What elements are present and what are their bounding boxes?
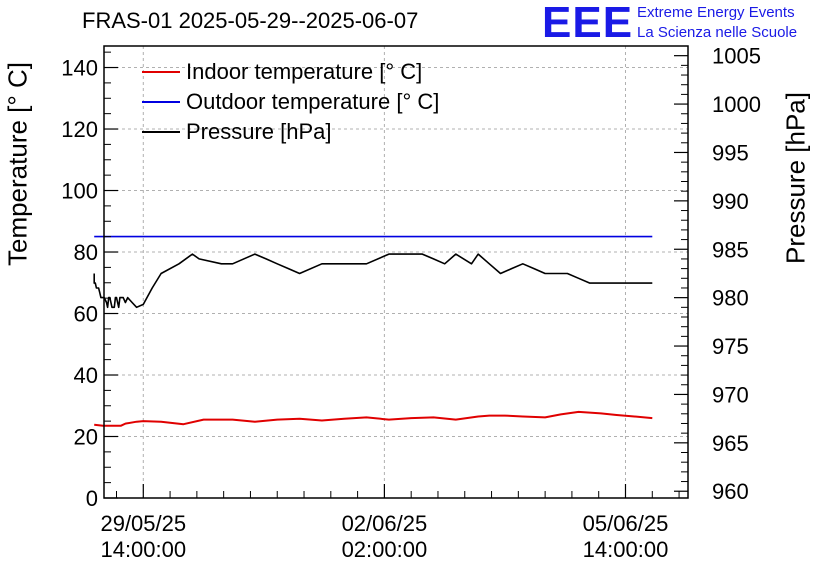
- y-tick-label-right: 995: [712, 140, 749, 165]
- y-tick-label-left: 80: [74, 240, 98, 265]
- legend-swatch-outdoor: [142, 101, 180, 103]
- y-tick-label-right: 960: [712, 479, 749, 504]
- y-tick-label-right: 965: [712, 431, 749, 456]
- chart-title: FRAS-01 2025-05-29--2025-06-07: [82, 8, 419, 33]
- y-axis-label-left-text: Temperature [° C]: [2, 61, 33, 267]
- y-tick-label-left: 0: [86, 486, 98, 511]
- plot-frame: [103, 45, 689, 499]
- logo-line-1: Extreme Energy Events: [637, 4, 795, 21]
- series-line-0: [94, 410, 653, 427]
- y-tick-label-left: 140: [61, 56, 98, 81]
- y-tick-label-left: 20: [74, 425, 98, 450]
- y-tick-label-right: 1000: [712, 92, 761, 117]
- x-tick-label-date: 05/06/25: [583, 511, 669, 536]
- legend-label-pressure: Pressure [hPa]: [186, 119, 332, 144]
- y-tick-label-left: 40: [74, 363, 98, 388]
- y-axis-label-right-text: Pressure [hPa]: [780, 92, 811, 264]
- x-tick-label-time: 14:00:00: [583, 537, 669, 562]
- logo-line-2: La Scienza nelle Scuole: [637, 24, 798, 41]
- x-tick-label-date: 29/05/25: [100, 511, 186, 536]
- y-tick-label-left: 100: [61, 179, 98, 204]
- y-tick-label-left: 120: [61, 117, 98, 142]
- legend-swatch-pressure: [142, 131, 180, 133]
- y-tick-label-right: 985: [712, 237, 749, 262]
- x-tick-label-time: 14:00:00: [100, 537, 186, 562]
- eee-logo: EEE: [542, 0, 634, 47]
- legend-swatch-indoor: [142, 71, 180, 73]
- y-tick-label-right: 980: [712, 286, 749, 311]
- grid-layer: [104, 46, 688, 499]
- x-tick-label-time: 02:00:00: [342, 537, 428, 562]
- y-tick-label-right: 975: [712, 334, 749, 359]
- legend-label-outdoor: Outdoor temperature [° C]: [186, 89, 440, 114]
- series-line-2: [93, 253, 653, 309]
- series-layer: [93, 235, 653, 427]
- y-tick-label-right: 990: [712, 189, 749, 214]
- legend-label-indoor: Indoor temperature [° C]: [186, 59, 423, 84]
- y-tick-label-right: 970: [712, 382, 749, 407]
- y-tick-label-right: 1005: [712, 44, 761, 69]
- axis-layer: 0 20 40 60 80 100 120 140 960 965 970 975 980 985 990 9…: [61, 44, 761, 562]
- y-tick-label-left: 60: [74, 302, 98, 327]
- x-tick-label-date: 02/06/25: [342, 511, 428, 536]
